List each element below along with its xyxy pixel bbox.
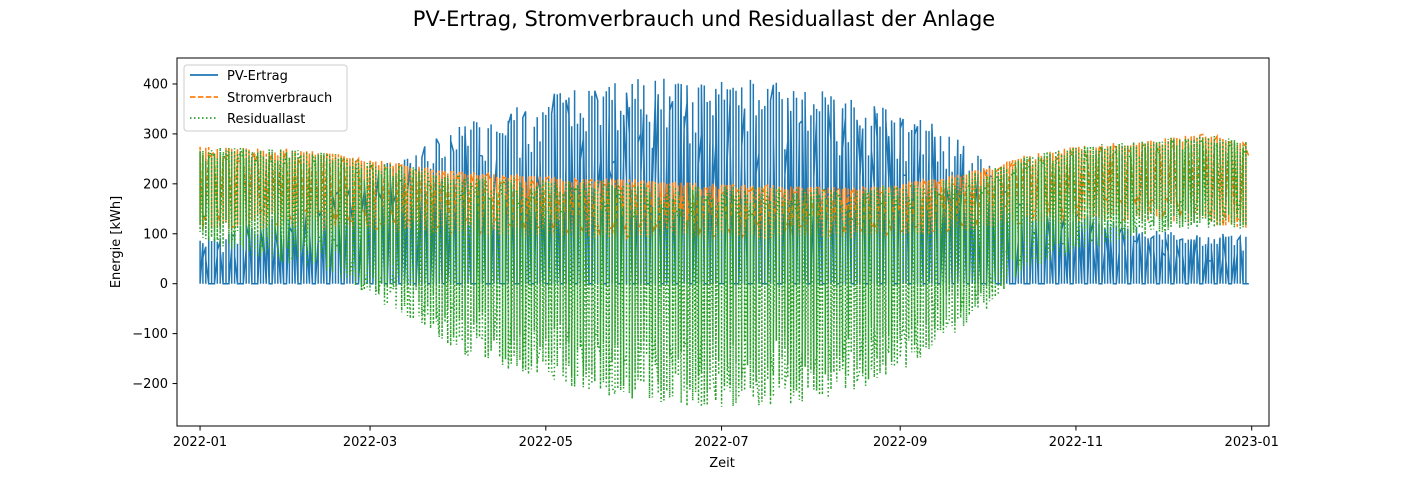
legend: PV-Ertrag Stromverbrauch Residuallast [183, 64, 348, 132]
y-axis-label: Energie [kWh] [109, 196, 124, 288]
legend-label-pv-ertrag: PV-Ertrag [227, 69, 288, 84]
y-tick-label: 100 [143, 227, 168, 242]
plot-series-layer [199, 78, 1250, 407]
chart-title: PV-Ertrag, Stromverbrauch und Residualla… [413, 7, 995, 31]
x-tick-label: 2022-09 [873, 435, 927, 450]
x-tick-label: 2023-01 [1225, 435, 1279, 450]
x-tick-label: 2022-11 [1049, 435, 1103, 450]
y-tick-label: 200 [143, 177, 168, 192]
x-axis-ticks: 2022-01 2022-03 2022-05 2022-07 2022-09 2022-… [173, 426, 1279, 450]
legend-box [183, 64, 348, 132]
y-tick-label: −100 [132, 327, 168, 342]
y-axis-ticks: −200 −100 0 100 200 300 400 [132, 77, 177, 392]
plot-frame [176, 57, 1270, 427]
x-tick-label: 2022-07 [694, 435, 748, 450]
legend-label-residuallast: Residuallast [227, 112, 305, 127]
x-axis-label: Zeit [709, 456, 735, 471]
y-tick-label: −200 [132, 377, 168, 392]
residuallast-line [199, 135, 1250, 407]
y-tick-label: 300 [143, 127, 168, 142]
x-tick-label: 2022-03 [343, 435, 397, 450]
y-tick-label: 400 [143, 77, 168, 92]
legend-label-stromverbrauch: Stromverbrauch [227, 91, 332, 106]
y-tick-label: 0 [160, 277, 168, 292]
x-tick-label: 2022-01 [173, 435, 227, 450]
x-tick-label: 2022-05 [519, 435, 573, 450]
